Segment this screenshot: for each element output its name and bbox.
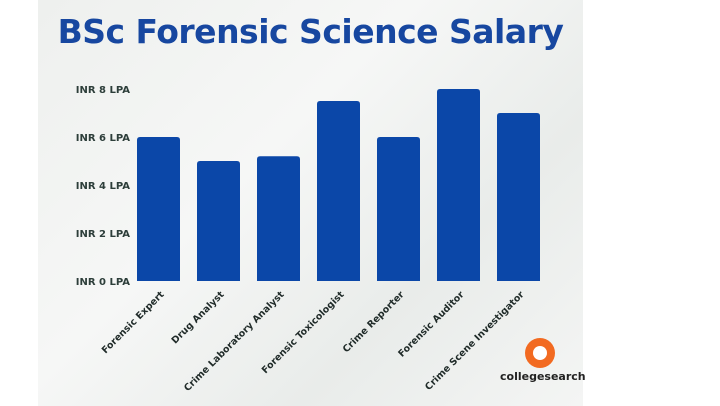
collegesearch-logo: collegesearch — [500, 338, 586, 383]
y-tick-label: INR 6 LPA — [76, 133, 130, 144]
bar — [317, 101, 360, 281]
bar — [497, 113, 540, 281]
x-category-label: Forensic Auditor — [396, 289, 466, 359]
bar — [197, 161, 240, 281]
chart-background — [38, 0, 583, 406]
chart-title: BSc Forensic Science Salary — [57, 12, 564, 51]
bar — [257, 156, 300, 281]
bar — [137, 137, 180, 281]
y-tick-label: INR 0 LPA — [76, 277, 130, 288]
y-tick-label: INR 4 LPA — [76, 181, 130, 192]
x-category-label: Crime Laboratory Analyst — [182, 289, 287, 394]
logo-text: collegesearch — [500, 370, 586, 383]
bar — [437, 89, 480, 281]
x-category-label: Drug Analyst — [170, 289, 227, 346]
x-category-label: Crime Reporter — [341, 289, 407, 355]
y-tick-label: INR 2 LPA — [76, 229, 130, 240]
y-tick-label: INR 8 LPA — [76, 85, 130, 96]
bar — [377, 137, 420, 281]
x-category-label: Forensic Expert — [100, 289, 167, 356]
logo-icon — [525, 338, 555, 368]
